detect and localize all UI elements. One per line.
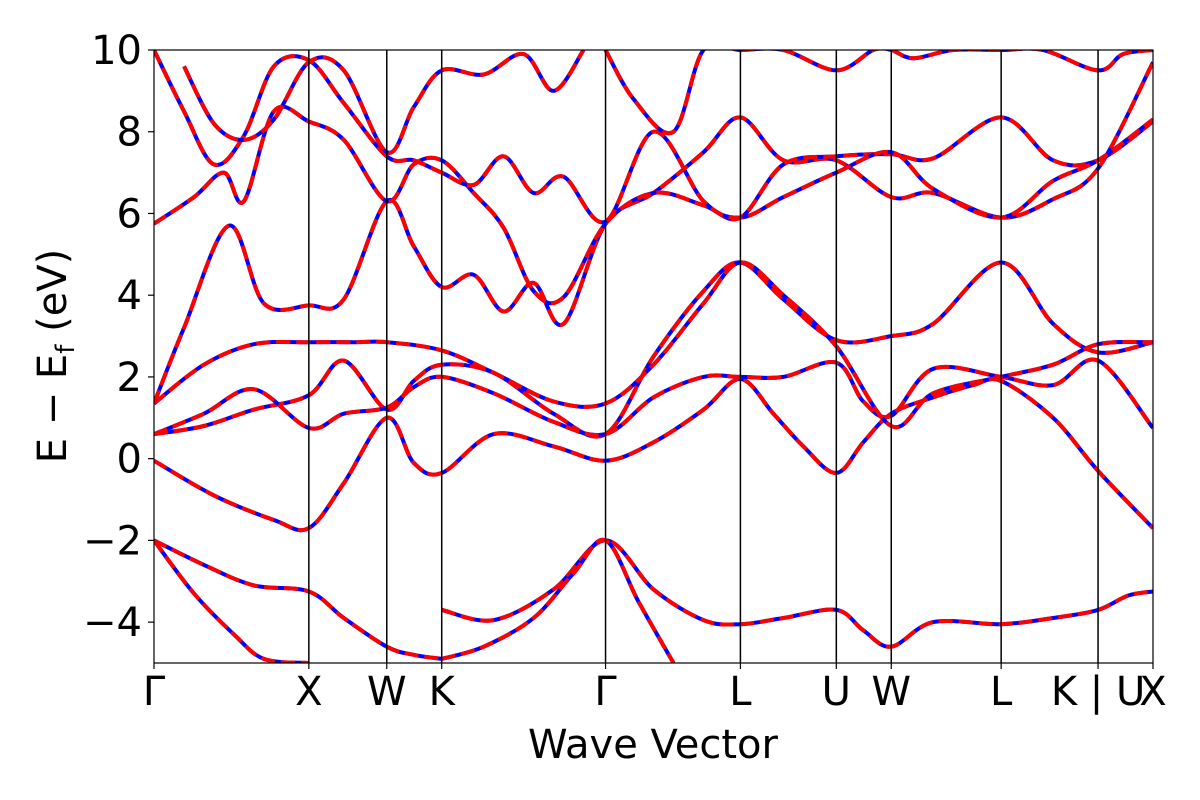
high-symmetry-lines	[308, 50, 1099, 663]
band-9-blue	[154, 61, 1153, 405]
band-12-red	[182, 50, 586, 155]
band-1-red	[154, 538, 443, 661]
band-2-red	[154, 539, 309, 663]
x-tick-label: L	[990, 669, 1013, 715]
x-tick-label: X	[1139, 669, 1166, 715]
plot-frame	[153, 49, 1154, 664]
band-5-blue	[154, 376, 1153, 533]
x-tick-label: Γ	[594, 669, 617, 715]
band-13-blue	[603, 50, 1153, 136]
y-axis-title-unit: (eV)	[30, 249, 76, 345]
band-9-red	[154, 61, 1153, 405]
y-tick-label: 8	[117, 110, 142, 156]
x-tick-label: L	[729, 669, 752, 715]
band-6-blue	[154, 260, 1153, 439]
x-tick-label: X	[295, 669, 322, 715]
y-axis-title: E − Ef (eV)	[30, 249, 81, 464]
band-8-red	[154, 260, 1153, 430]
x-tick-label: W	[871, 669, 911, 715]
band-6-red	[154, 260, 1153, 439]
band-10-red	[154, 104, 1153, 306]
band-2-blue	[154, 539, 309, 663]
y-tick-label: 4	[117, 273, 142, 319]
y-axis-ticks: −4 −2 0 2 4 6 8 10	[83, 28, 154, 646]
band-4-red	[441, 537, 676, 663]
band-13-red	[603, 50, 1153, 136]
band-3-blue	[441, 538, 1153, 649]
x-tick-label: U	[822, 669, 851, 715]
y-tick-label: 6	[117, 191, 142, 237]
band-8-blue	[154, 260, 1153, 430]
bands-layer	[154, 50, 1153, 663]
y-tick-label: −2	[83, 518, 142, 564]
band-11-blue	[154, 50, 1153, 225]
y-tick-label: −4	[83, 600, 142, 646]
y-axis-title-main: E − E	[30, 354, 76, 464]
x-axis-title: Wave Vector	[528, 722, 779, 768]
band-4-blue	[441, 537, 676, 663]
band-7-red	[154, 357, 1153, 438]
band-11-red	[154, 50, 1153, 225]
x-tick-label: K	[429, 669, 457, 715]
y-axis-title-subscript: f	[51, 344, 81, 354]
band-10-blue	[154, 104, 1153, 306]
x-tick-label: K | U	[1051, 669, 1145, 715]
x-tick-label: W	[367, 669, 407, 715]
band-5-red	[154, 376, 1153, 533]
y-tick-label: 2	[117, 355, 142, 401]
x-tick-label: Γ	[143, 669, 166, 715]
y-tick-label: 10	[91, 28, 142, 74]
y-tick-label: 0	[117, 437, 142, 483]
